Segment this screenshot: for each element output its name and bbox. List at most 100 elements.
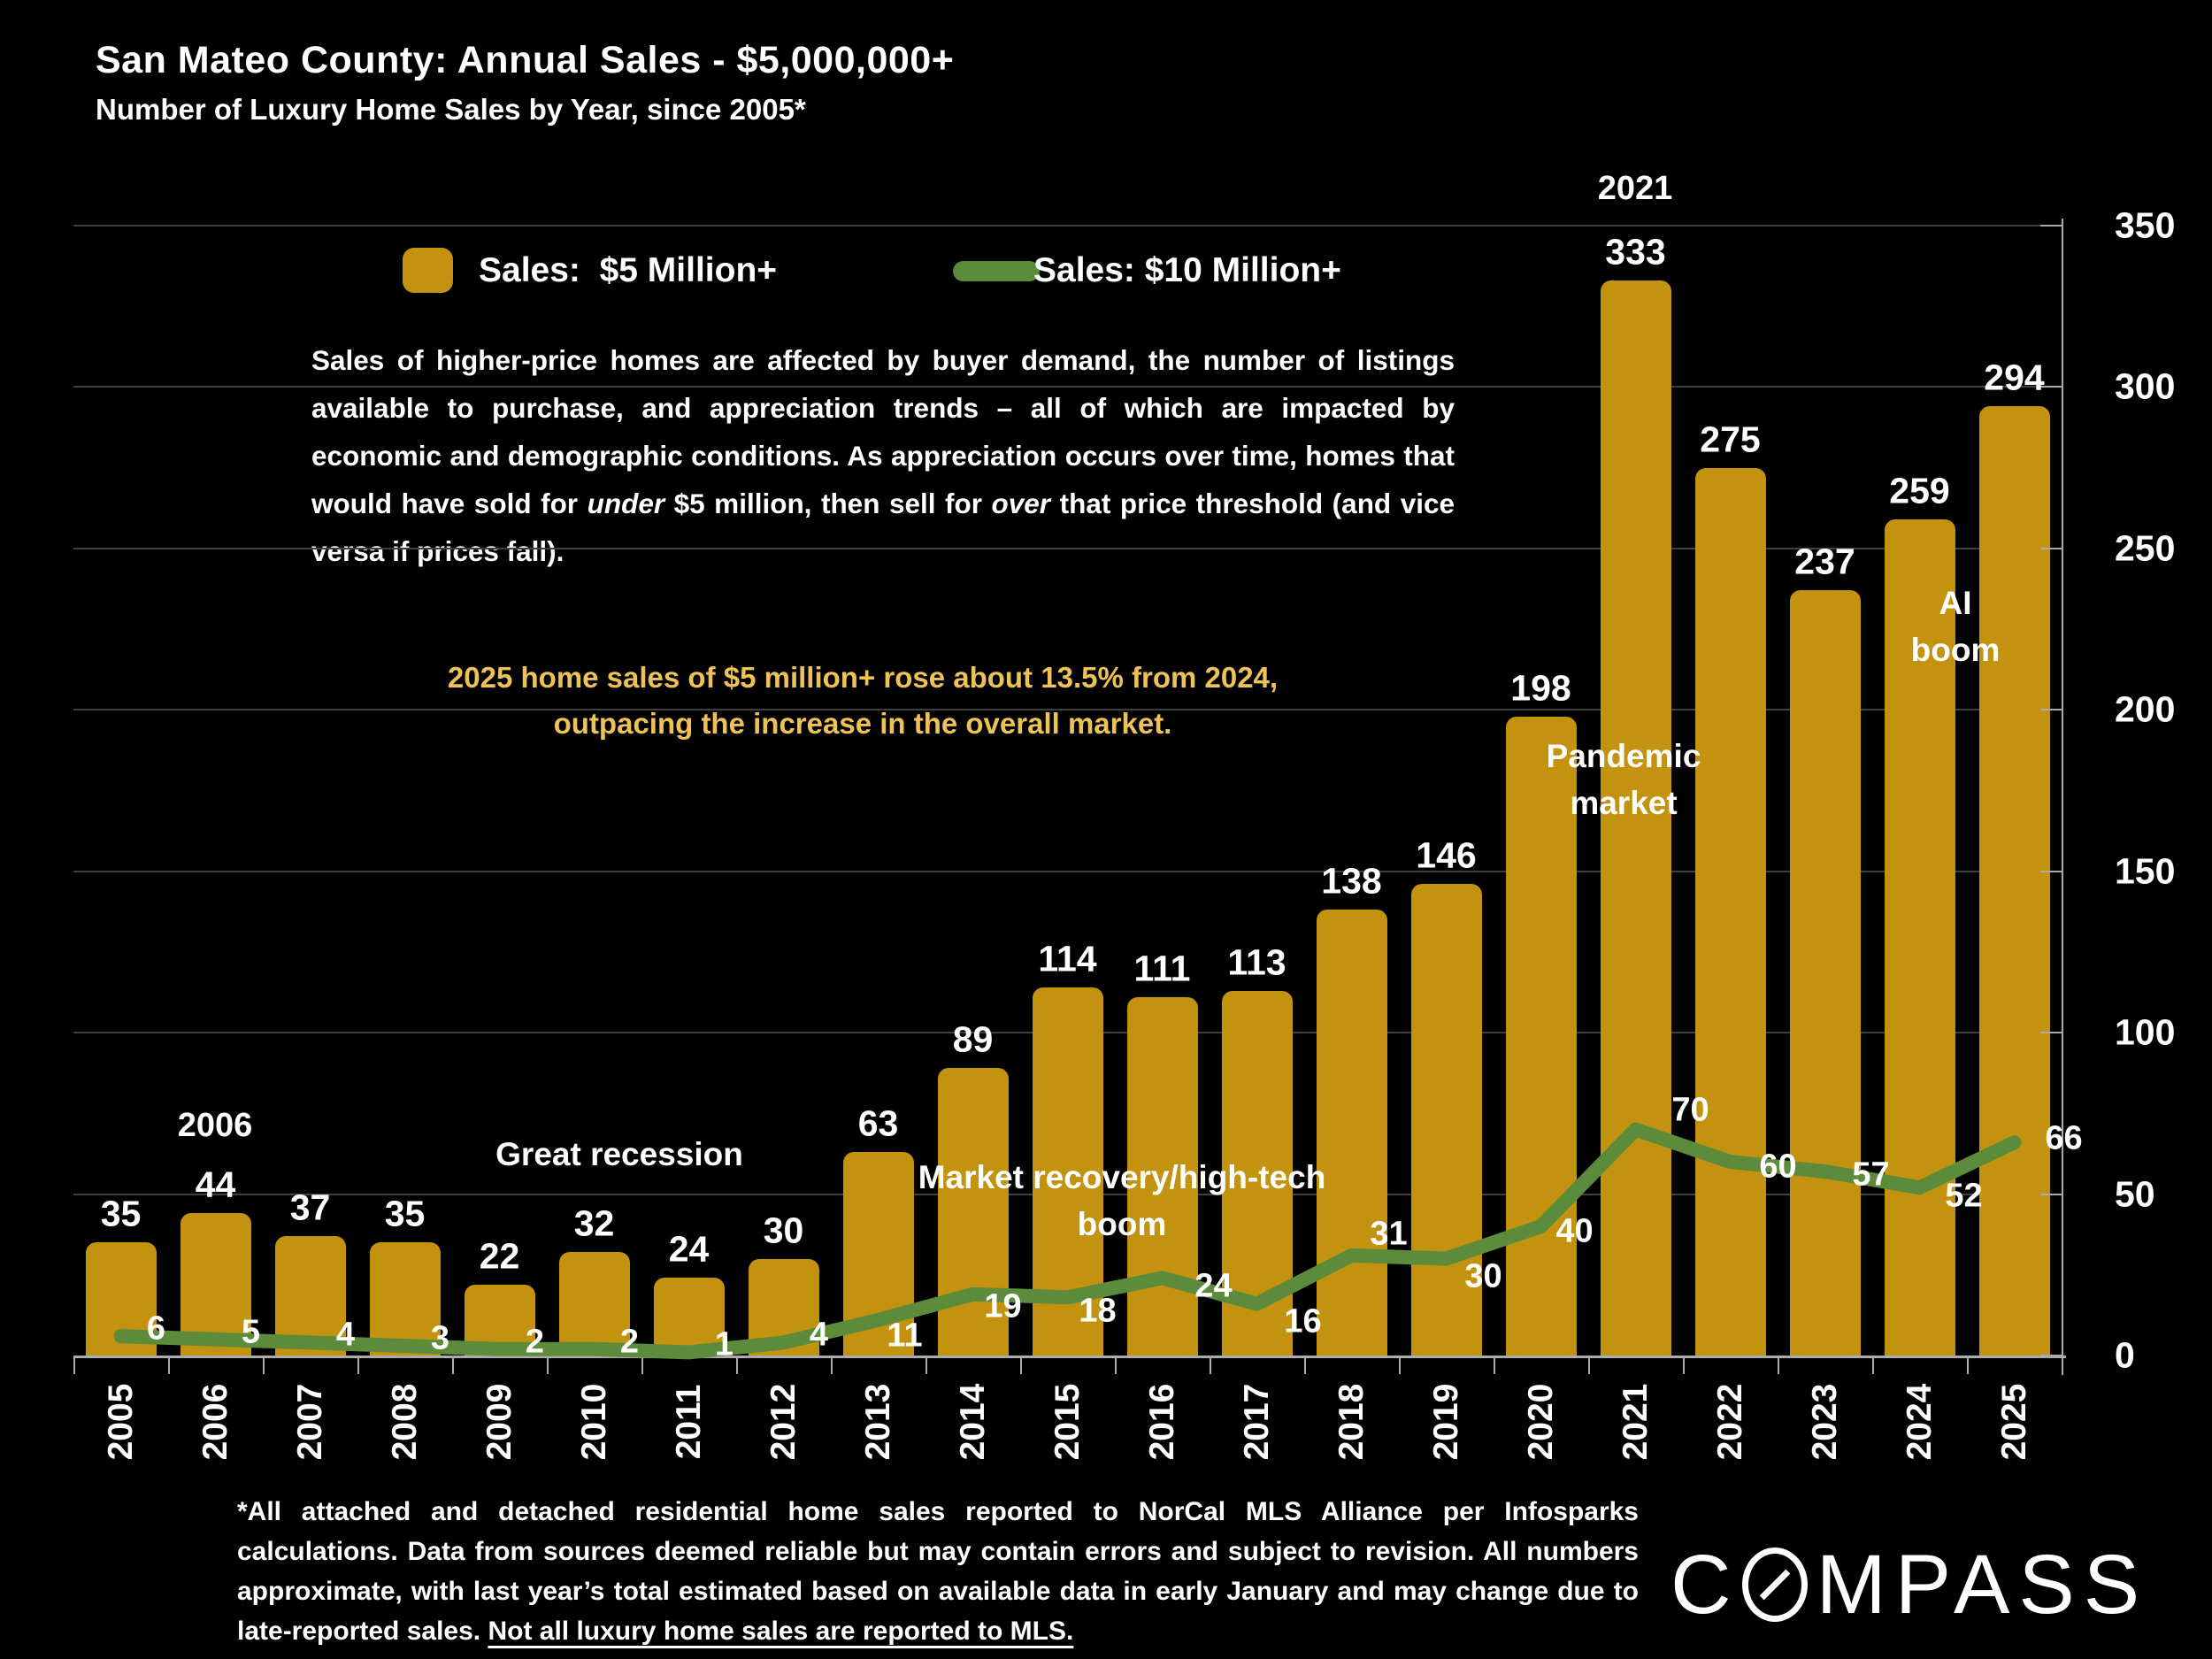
line-value-2010: 2	[619, 1323, 640, 1361]
line-value-2019: 30	[1464, 1257, 1502, 1295]
y-tick-label: 350	[2115, 204, 2176, 246]
x-axis-tick	[263, 1358, 265, 1374]
bar-value-2005: 35	[100, 1193, 142, 1234]
line-value-2014: 19	[984, 1287, 1022, 1325]
line-value-2022: 60	[1759, 1148, 1797, 1186]
x-axis-tick	[1588, 1358, 1590, 1374]
text-segment: *All attached and detached residential h…	[237, 1497, 1639, 1646]
line-value-2023: 57	[1852, 1156, 1890, 1194]
x-tick-label-2014: 2014	[953, 1383, 992, 1461]
line-value-2009: 2	[525, 1323, 545, 1361]
bar-2018	[1316, 910, 1387, 1356]
y-axis-tick	[2040, 870, 2062, 872]
line-value-2016: 24	[1194, 1267, 1233, 1305]
bar-value-2021: 333	[1605, 231, 1666, 273]
bar-2005	[85, 1242, 157, 1356]
compass-logo: C MPASS	[1671, 1538, 2149, 1632]
compass-needle-icon	[1759, 1569, 1790, 1601]
x-axis-line	[73, 1356, 2066, 1358]
gridline	[73, 547, 2062, 549]
bar-2007	[274, 1236, 346, 1356]
bar-value-2018: 138	[1321, 860, 1382, 902]
x-tick-label-2018: 2018	[1332, 1383, 1371, 1461]
annotation-great-recession: Great recession	[495, 1136, 743, 1172]
text-segment: that price threshold (and vice versa if …	[311, 488, 1455, 567]
line-value-2013: 11	[887, 1317, 923, 1355]
bar-value-2008: 35	[384, 1193, 426, 1234]
y-axis-line	[2062, 219, 2063, 1375]
bar-value-2013: 63	[857, 1102, 899, 1144]
x-axis-tick	[736, 1358, 738, 1374]
x-tick-label-2006: 2006	[196, 1383, 234, 1461]
x-tick-label-2013: 2013	[858, 1383, 897, 1461]
x-axis-tick	[1210, 1358, 1211, 1374]
text-segment: under	[587, 488, 665, 519]
x-axis-tick	[1683, 1358, 1685, 1374]
x-tick-label-2010: 2010	[574, 1383, 613, 1461]
logo-letters-rest: MPASS	[1816, 1538, 2149, 1632]
logo-letter-c: C	[1671, 1538, 1740, 1632]
bar-value-2009: 22	[479, 1235, 520, 1277]
line-value-2012: 4	[809, 1316, 829, 1354]
y-tick-label: 50	[2115, 1173, 2155, 1215]
x-axis-tick	[1304, 1358, 1306, 1374]
x-axis-tick	[926, 1358, 927, 1374]
gridline	[73, 386, 2062, 388]
bar-value-2025: 294	[1984, 357, 2045, 398]
x-tick-label-2005: 2005	[101, 1383, 140, 1461]
bar-2011	[653, 1278, 725, 1356]
x-tick-label-2021: 2021	[1616, 1383, 1655, 1461]
bar-value-2011: 24	[668, 1228, 710, 1270]
commentary-paragraph: Sales of higher-price homes are affected…	[311, 336, 1455, 575]
bar-value-2022: 275	[1700, 419, 1761, 460]
bar-2010	[558, 1252, 630, 1356]
bar-value-2015: 114	[1038, 938, 1097, 979]
text-segment: Not all luxury home sales are reported t…	[488, 1617, 1074, 1646]
x-tick-label-2012: 2012	[764, 1383, 803, 1461]
y-tick-label: 150	[2115, 850, 2176, 892]
highlight-line2: outpacing the increase in the overall ma…	[553, 707, 1172, 740]
line-value-2011: 1	[714, 1325, 734, 1363]
y-tick-label: 100	[2115, 1011, 2176, 1053]
x-axis-tick	[831, 1358, 833, 1374]
y-tick-label: 250	[2115, 527, 2176, 569]
text-segment: Sales of higher-price homes are affected…	[311, 344, 1455, 519]
page-title: San Mateo County: Annual Sales - $5,000,…	[96, 39, 955, 81]
gridline	[73, 225, 2062, 227]
legend-bar-swatch-icon	[403, 248, 453, 293]
x-tick-label-2011: 2011	[669, 1384, 708, 1460]
x-tick-label-2022: 2022	[1710, 1383, 1749, 1461]
x-tick-label-2007: 2007	[290, 1383, 329, 1461]
x-axis-tick	[168, 1358, 170, 1374]
bar-value-2023: 237	[1794, 541, 1855, 582]
y-axis-tick	[2040, 1193, 2062, 1195]
bar-value-2010: 32	[573, 1202, 615, 1244]
line-value-2015: 18	[1079, 1292, 1117, 1330]
x-tick-label-2016: 2016	[1142, 1383, 1181, 1461]
x-tick-label-2019: 2019	[1426, 1383, 1465, 1461]
x-tick-label-2009: 2009	[480, 1383, 518, 1461]
y-tick-label: 300	[2115, 365, 2176, 407]
x-tick-label-2020: 2020	[1521, 1383, 1560, 1461]
x-axis-tick	[1872, 1358, 1874, 1374]
bar-value-2014: 89	[952, 1018, 994, 1060]
line-value-2020: 40	[1555, 1212, 1594, 1250]
bar-2025	[1978, 406, 2050, 1356]
annotation-ai-boom: AI boom	[1910, 585, 2001, 668]
bar-2009	[464, 1284, 535, 1356]
x-tick-label-2017: 2017	[1237, 1383, 1276, 1461]
page-subtitle: Number of Luxury Home Sales by Year, sin…	[96, 93, 806, 126]
x-axis-tick	[1115, 1358, 1117, 1374]
text-segment: over	[991, 488, 1051, 519]
bar-2022	[1694, 467, 1766, 1356]
annotation-market-recovery: Market recovery/high-tech boom	[918, 1159, 1326, 1242]
bar-value-2007: 37	[289, 1187, 331, 1228]
bar-value-2016: 111	[1133, 948, 1191, 989]
line-value-2025: 66	[2045, 1119, 2083, 1157]
x-axis-tick	[1778, 1358, 1779, 1374]
line-value-2017: 16	[1284, 1302, 1322, 1340]
legend-line-label: Sales: $10 Million+	[1033, 251, 1341, 289]
line-value-2008: 3	[430, 1319, 450, 1357]
x-tick-label-2015: 2015	[1048, 1383, 1087, 1461]
